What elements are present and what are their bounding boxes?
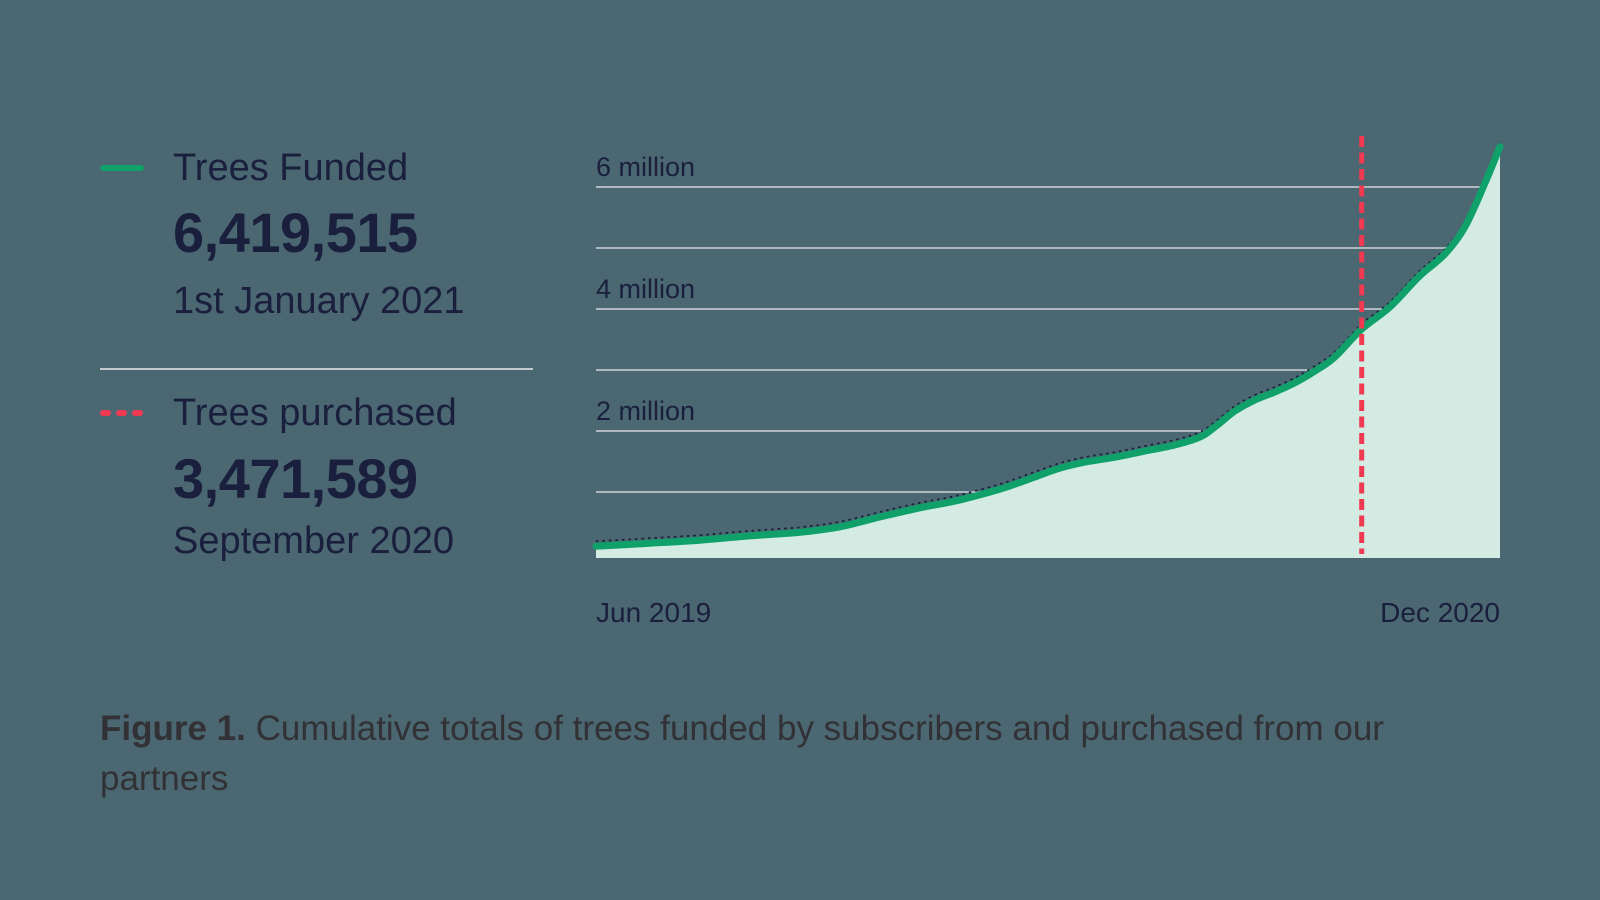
figure-caption: Figure 1. Cumulative totals of trees fun… [100,704,1450,804]
y-axis-label-4m: 4 million [596,274,696,304]
legend-divider [100,368,533,370]
x-axis-label-end: Dec 2020 [1380,597,1500,628]
y-axis-label-6m: 6 million [596,152,696,182]
trees-funded-area-fill [596,146,1500,558]
trees-purchased-dotted-line [595,141,1501,543]
trees-funded-label: Trees Funded [173,147,409,189]
x-axis-label-start: Jun 2019 [596,597,712,628]
trees-funded-line [592,143,1504,550]
y-axis-label-2m: 2 million [596,396,696,426]
trees-purchased-dash-swatch [100,410,144,416]
trees-purchased-total: 3,471,589 [173,447,418,510]
figure-caption-text: Cumulative totals of trees funded by sub… [100,709,1384,798]
trees-funded-total: 6,419,515 [173,201,418,264]
trees-funded-line-swatch [100,165,144,171]
figure-caption-number: Figure 1. [100,709,246,748]
legend-item-trees-funded: Trees Funded [100,145,408,191]
legend-item-trees-purchased: Trees purchased [100,390,457,436]
trees-funded-date: 1st January 2021 [173,280,465,322]
trees-purchased-label: Trees purchased [173,392,457,434]
trees-purchased-date: September 2020 [173,520,454,562]
